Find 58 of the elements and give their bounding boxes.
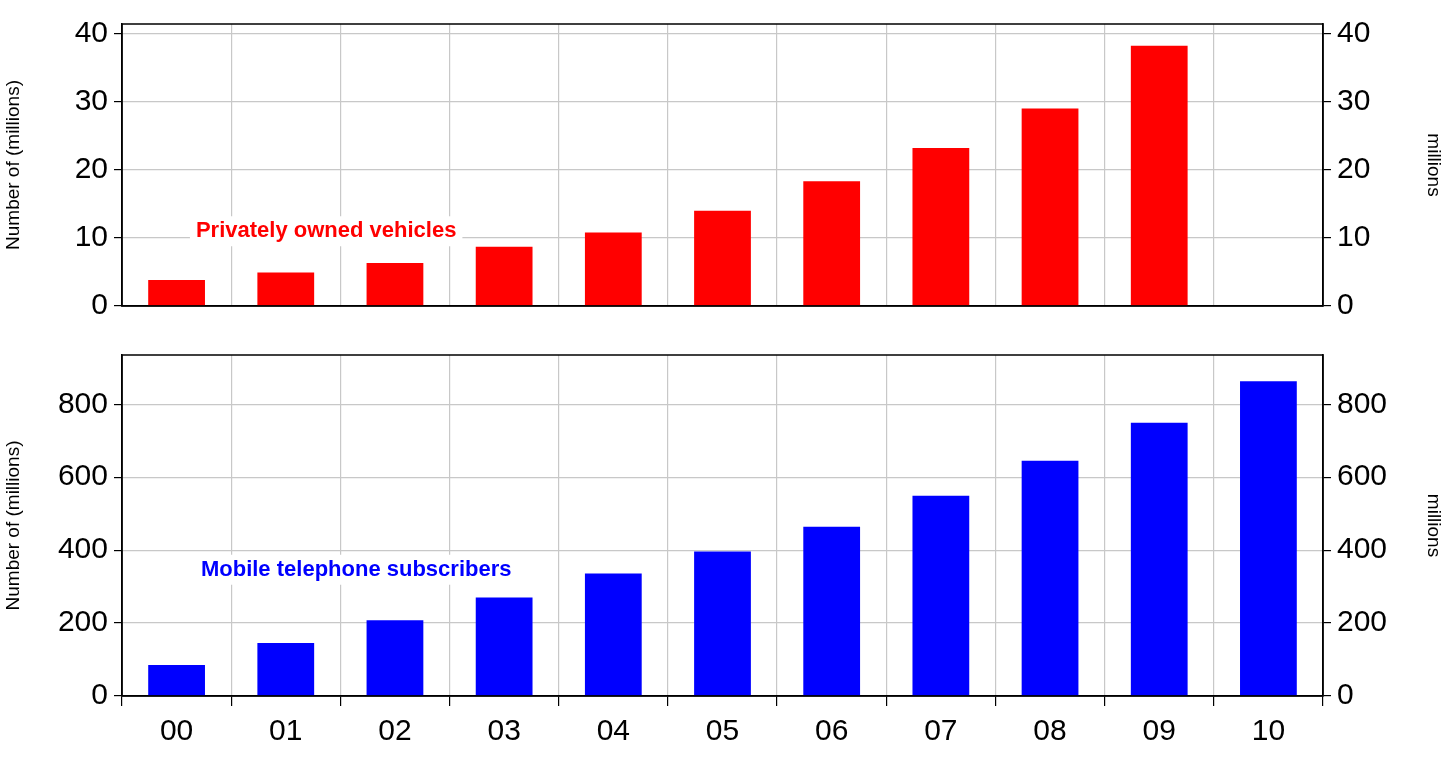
- y-tick-label: 40: [74, 14, 108, 48]
- bar: [912, 495, 970, 696]
- x-tick-label: 09: [1142, 713, 1176, 747]
- bar: [1130, 45, 1188, 306]
- y-axis-title: Number of (millions): [1, 80, 23, 250]
- x-tick-label: 08: [1033, 713, 1067, 747]
- y-tick-label: 10: [74, 219, 108, 253]
- y2-tick-label: 0: [1337, 677, 1354, 711]
- x-tick-label: 06: [814, 713, 849, 747]
- y-tick-label: 200: [57, 604, 108, 638]
- bar: [803, 181, 861, 306]
- y2-tick-label: 200: [1337, 604, 1388, 638]
- y-tick-label: 400: [57, 531, 108, 565]
- y2-tick-label: 20: [1337, 151, 1371, 185]
- bar: [694, 210, 751, 306]
- y-tick-label: 800: [57, 385, 108, 419]
- y2-tick-label: 400: [1337, 531, 1388, 565]
- bar: [912, 147, 970, 306]
- series-label: Privately owned vehicles: [195, 217, 457, 243]
- bar: [257, 643, 315, 696]
- bar: [366, 620, 424, 696]
- x-tick-label: 01: [269, 713, 303, 747]
- bar: [584, 232, 642, 306]
- bar: [694, 551, 751, 696]
- x-tick-label: 05: [705, 713, 740, 747]
- y-tick-label: 20: [74, 151, 108, 185]
- bar: [1240, 381, 1297, 696]
- bar: [1021, 460, 1079, 696]
- bar: [475, 246, 533, 306]
- y-tick-label: 0: [91, 287, 108, 321]
- x-tick-label: 04: [596, 713, 631, 747]
- bar: [584, 573, 642, 696]
- x-tick-label: 00: [159, 713, 194, 747]
- y-axis-title: Number of (millions): [1, 440, 23, 611]
- y-tick-label: 30: [74, 82, 108, 116]
- bar: [366, 263, 424, 306]
- bar: [475, 597, 533, 696]
- bar: [148, 280, 205, 306]
- x-tick-label: 03: [487, 713, 521, 747]
- x-tick-label: 02: [378, 713, 412, 747]
- bar: [148, 665, 205, 696]
- y2-tick-label: 30: [1337, 82, 1371, 116]
- bar: [1021, 108, 1079, 306]
- x-tick-label: 07: [924, 713, 958, 747]
- series-label: Mobile telephone subscribers: [200, 555, 512, 581]
- y-tick-label: 600: [57, 458, 108, 492]
- y2-axis-title: millions: [1424, 133, 1446, 197]
- y2-tick-label: 40: [1337, 14, 1371, 48]
- y2-tick-label: 0: [1337, 287, 1354, 321]
- y2-axis-title: millions: [1424, 493, 1446, 558]
- y2-tick-label: 10: [1337, 219, 1371, 253]
- y-tick-label: 0: [91, 677, 108, 711]
- bar: [257, 272, 315, 306]
- y2-tick-label: 600: [1337, 458, 1388, 492]
- y2-tick-label: 800: [1337, 385, 1388, 419]
- x-tick-label: 10: [1251, 713, 1286, 747]
- bar: [1130, 422, 1188, 696]
- bar: [803, 526, 861, 696]
